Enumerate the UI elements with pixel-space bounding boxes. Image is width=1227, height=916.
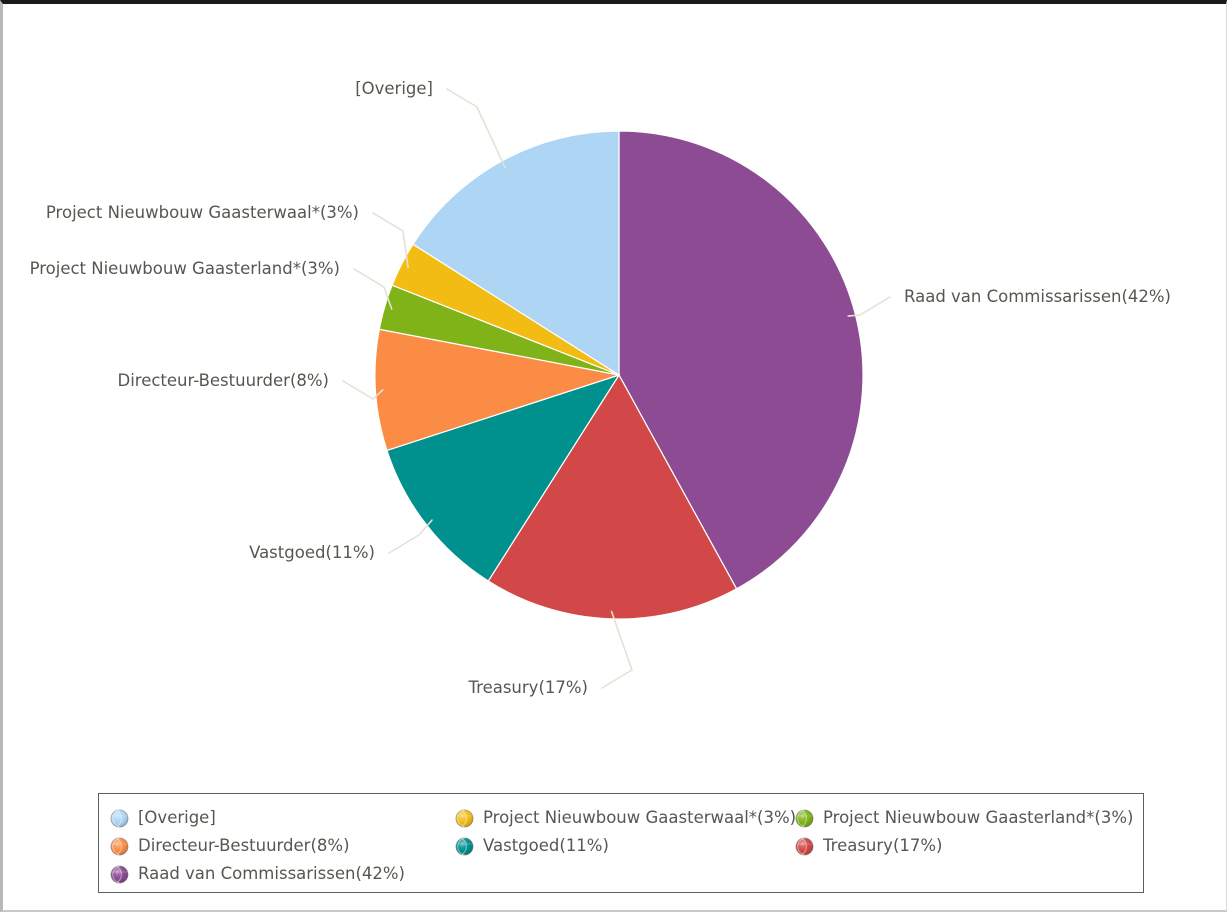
legend-item[interactable]: [Overige] (110, 804, 455, 832)
callout-leader-line (847, 296, 891, 317)
callout-leader-line (353, 268, 393, 310)
legend-panel: [Overige] Project Nieuwbouw Gaasterwaal*… (98, 793, 1144, 893)
legend-item-label: Project Nieuwbouw Gaasterwaal*(3%) (483, 807, 797, 827)
legend-item[interactable]: Vastgoed(11%) (455, 832, 795, 860)
legend-item-label: Project Nieuwbouw Gaasterland*(3%) (823, 807, 1134, 827)
callout-leader-line (446, 88, 506, 169)
legend-color-swatch-icon (110, 837, 129, 855)
pie-slice[interactable] (386, 373, 621, 582)
callout-leader-line (342, 380, 384, 400)
legend-color-swatch-icon (795, 837, 814, 855)
legend-items: [Overige] Project Nieuwbouw Gaasterwaal*… (110, 804, 1134, 888)
legend-color-swatch-icon (455, 809, 474, 827)
pie-slice-label: [Overige] (355, 79, 433, 98)
callout-leader-line (372, 212, 409, 269)
callout-label-group: [Overige] Project Nieuwbouw Gaasterwaal*(… (30, 79, 1171, 697)
legend-color-swatch-icon (455, 837, 474, 855)
callout-leader-line (388, 519, 433, 554)
legend-color-swatch-icon (110, 809, 129, 827)
legend-item-label: [Overige] (138, 807, 216, 827)
pie-slice[interactable] (487, 373, 738, 620)
legend-color-swatch-icon (110, 865, 129, 883)
pie-slice-label: Vastgoed(11%) (249, 543, 375, 562)
pie-slice-label: Treasury(17%) (468, 678, 589, 697)
callout-leader-line (601, 610, 633, 689)
pie-slice[interactable] (618, 130, 864, 590)
legend-item-label: Raad van Commissarissen(42%) (138, 863, 405, 883)
pie-slice-label: Raad van Commissarissen(42%) (904, 287, 1171, 306)
legend-item[interactable]: Project Nieuwbouw Gaasterland*(3%) (795, 804, 1134, 832)
legend-item-label: Treasury(17%) (823, 835, 943, 855)
legend-item[interactable]: Directeur-Bestuurder(8%) (110, 832, 455, 860)
pie-slice-label: Project Nieuwbouw Gaasterwaal*(3%) (46, 203, 359, 222)
callout-leader-lines (342, 88, 891, 689)
pie-slice-group (374, 130, 864, 620)
legend-item[interactable]: Raad van Commissarissen(42%) (110, 860, 455, 888)
legend-item[interactable]: Treasury(17%) (795, 832, 1134, 860)
legend-color-swatch-icon (795, 809, 814, 827)
legend-item-label: Directeur-Bestuurder(8%) (138, 835, 350, 855)
pie-slice-label: Directeur-Bestuurder(8%) (117, 371, 329, 390)
pie-slice-label: Project Nieuwbouw Gaasterland*(3%) (30, 259, 340, 278)
legend-item-label: Vastgoed(11%) (483, 835, 609, 855)
pie-slice[interactable] (374, 328, 620, 452)
pie-chart-canvas: [Overige] Project Nieuwbouw Gaasterwaal*(… (30, 79, 1171, 697)
legend-item[interactable]: Project Nieuwbouw Gaasterwaal*(3%) (455, 804, 797, 832)
